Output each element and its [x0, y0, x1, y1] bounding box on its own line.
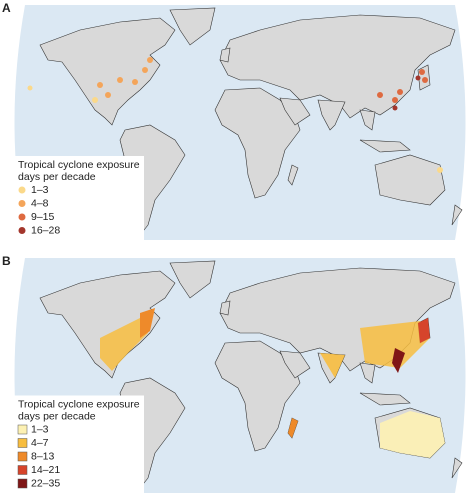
- legend-label: 4–8: [31, 197, 49, 209]
- legend-swatch: [17, 465, 28, 475]
- legend-swatch: [17, 424, 28, 435]
- legend-title: Tropical cyclone exposure: [18, 398, 140, 410]
- legend-swatch: [18, 213, 26, 221]
- legend-label: 1–3: [31, 184, 49, 196]
- panel-label: A: [2, 1, 11, 15]
- legend-label: 4–7: [31, 437, 49, 449]
- legend-label: 16–28: [31, 224, 60, 236]
- legend-label: 9–15: [31, 211, 55, 223]
- legend-swatch: [17, 478, 28, 489]
- panel-label: B: [2, 254, 11, 268]
- legend-box: [14, 156, 144, 240]
- legend-swatch: [17, 451, 28, 462]
- legend-label: 14–21: [31, 464, 60, 476]
- legend-swatch: [18, 200, 26, 207]
- legend-title: days per decade: [18, 171, 96, 183]
- legend-label: 22–35: [31, 477, 60, 489]
- legend-swatch: [17, 438, 28, 448]
- legend-title: days per decade: [18, 410, 96, 422]
- legend-swatch: [18, 227, 26, 234]
- legend-label: 8–13: [31, 450, 55, 462]
- legend-title: Tropical cyclone exposure: [18, 159, 140, 171]
- legend-label: 1–3: [31, 423, 49, 435]
- legend-swatch: [18, 186, 26, 194]
- legend-box: [14, 395, 144, 493]
